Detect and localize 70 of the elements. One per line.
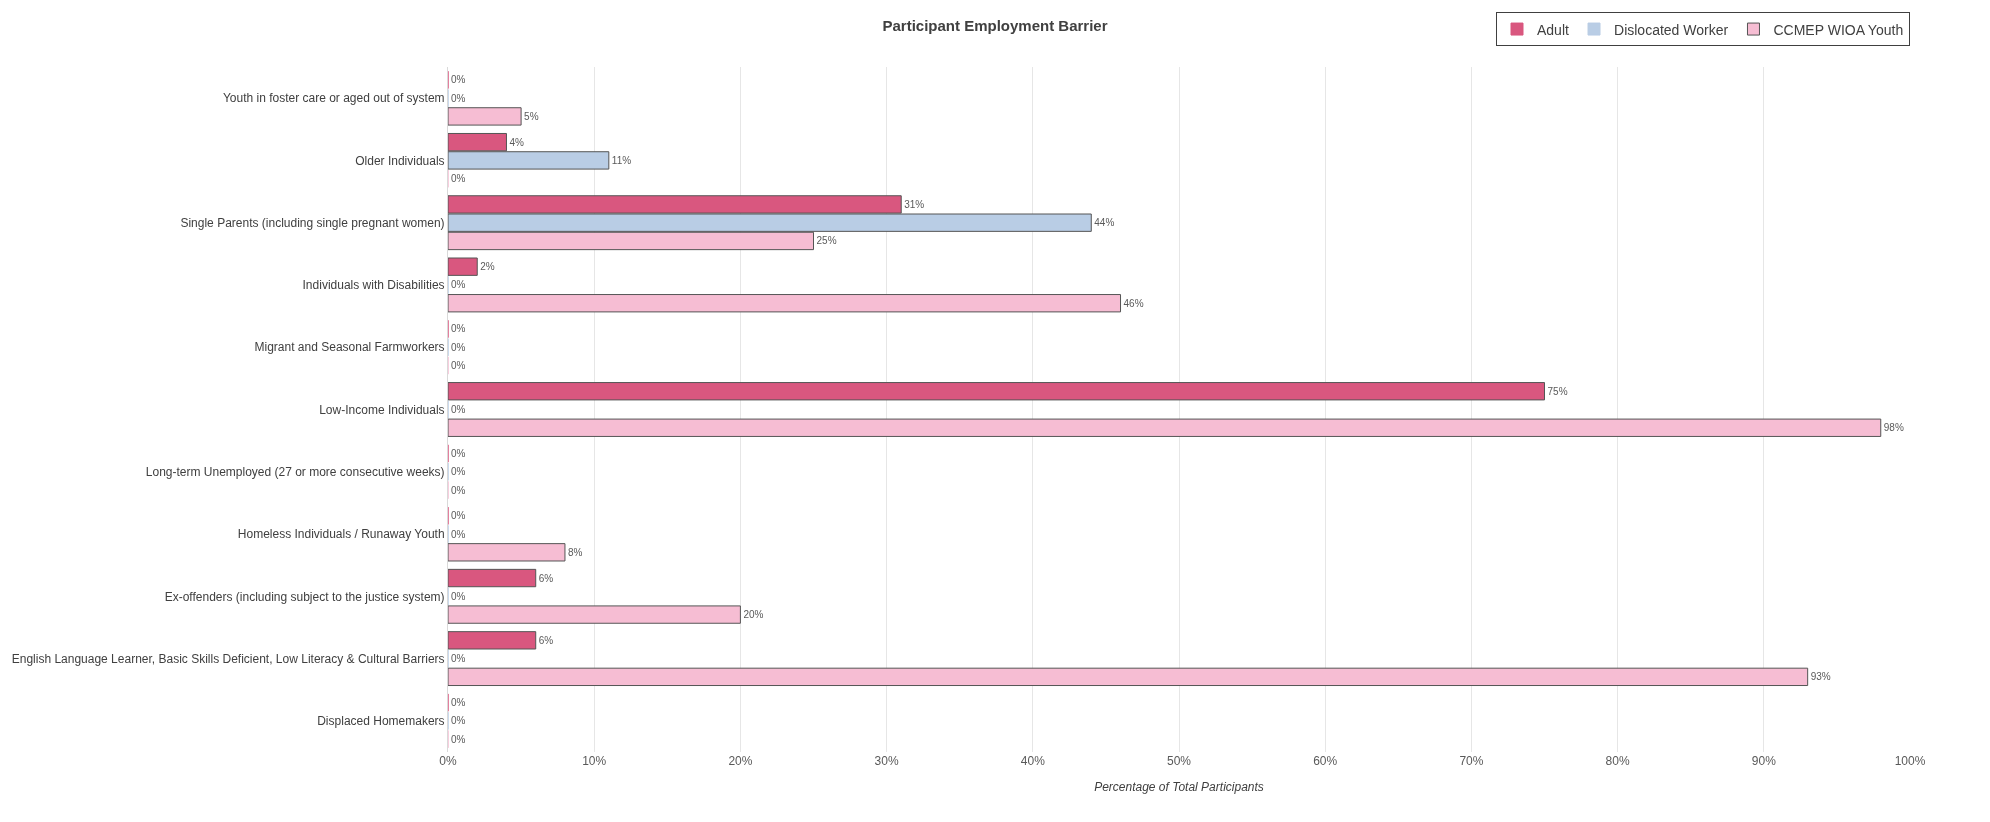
data-label: 0% [451,715,466,727]
bar [448,382,1545,401]
bar [448,543,566,562]
data-label: 25% [816,235,837,247]
data-label: 75% [1547,385,1568,397]
data-label: 0% [451,653,466,665]
x-tick-label: 20% [728,754,753,768]
bar [448,631,537,650]
legend-label: CCMEP WIOA Youth [1773,21,1904,38]
bar [448,418,1882,437]
y-tick-label: Ex-offenders (including subject to the justice system) [164,589,445,604]
data-label: 0% [451,697,466,709]
data-label: 6% [538,572,554,584]
bar [448,107,522,126]
x-tick-label: 90% [1751,754,1777,768]
chart-title: Participant Employment Barrier [882,17,1108,35]
data-label: 0% [451,510,466,522]
data-label: 0% [451,590,466,602]
bar [448,667,1809,687]
x-tick-label: 60% [1313,754,1338,768]
data-label: 20% [743,609,764,621]
x-tick-label: 80% [1605,754,1630,768]
y-tick-label: Low-Income Individuals [319,402,445,417]
x-tick-label: 100% [1894,754,1926,768]
data-label: 6% [538,634,554,646]
y-tick-label: English Language Learner, Basic Skills Deficient, Low Literacy & Cultural Barriers [11,651,445,666]
y-tick-label: Single Parents (including single pregnant women) [180,215,445,230]
y-tick-label: Individuals with Disabilities [302,278,445,293]
data-label: 2% [480,261,495,273]
bar [448,568,537,588]
data-label: 0% [451,466,466,478]
y-tick-label: Homeless Individuals / Runaway Youth [237,527,445,542]
data-label: 0% [451,359,466,371]
data-label: 11% [611,154,632,166]
data-label: 44% [1094,217,1115,229]
data-label: 5% [524,110,539,122]
y-tick-label: Migrant and Seasonal Farmworkers [254,340,445,355]
x-tick-label: 0% [439,754,457,768]
legend-label: Adult [1537,21,1570,38]
data-label: 0% [451,448,466,460]
data-label: 0% [451,341,466,353]
bar [448,605,741,624]
y-tick-label: Long-term Unemployed (27 or more consecutive weeks) [145,464,445,479]
bar [448,257,478,276]
data-label: 0% [451,528,466,540]
y-tick-label: Displaced Homemakers [317,714,445,729]
data-label: 0% [451,74,466,86]
x-tick-label: 10% [582,754,607,768]
x-tick-label: 50% [1166,754,1192,768]
data-label: 0% [451,733,466,745]
data-label: 0% [451,92,466,104]
data-label: 0% [451,404,466,415]
data-label: 0% [451,173,466,185]
data-label: 0% [451,484,466,496]
data-label: 46% [1123,297,1144,309]
x-tick-label: 40% [1020,754,1046,768]
y-tick-label: Youth in foster care or aged out of system [222,91,445,106]
data-label: 4% [509,136,525,148]
x-axis-title: Percentage of Total Participants [1094,779,1264,794]
data-label: 0% [451,279,466,291]
legend-label: Dislocated Worker [1614,21,1729,38]
data-label: 93% [1810,671,1831,683]
data-label: 8% [567,546,583,558]
bar [448,294,1122,313]
y-tick-label: Older Individuals [355,153,445,168]
data-label: 0% [451,323,466,335]
data-label: 98% [1883,422,1904,434]
x-tick-label: 30% [874,754,899,768]
data-label: 31% [904,198,925,210]
x-tick-label: 70% [1459,754,1484,768]
